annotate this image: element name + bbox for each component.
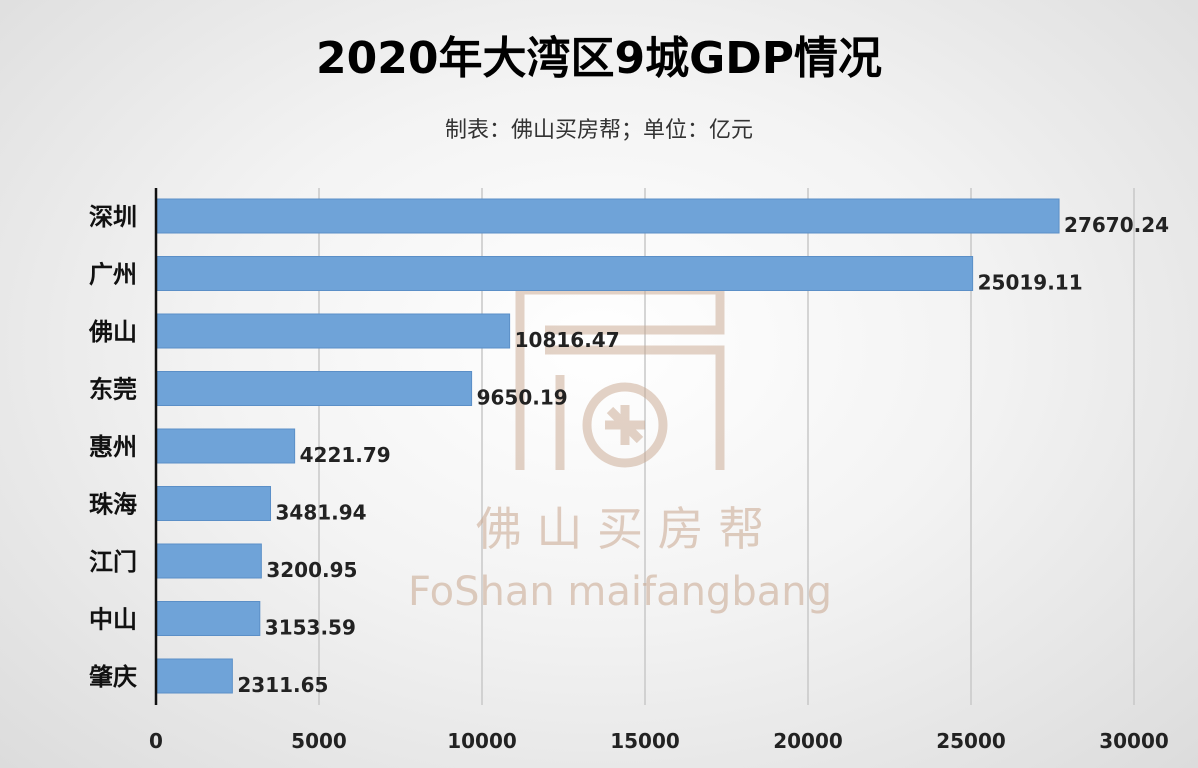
axes: 0 5000 10000 15000 20000 25000 30000 深圳广州佛山东莞惠州… (88, 188, 1169, 753)
x-tick-label: 25000 (936, 729, 1006, 753)
watermark-cn-text: 佛 山 买 房 帮 (476, 502, 765, 556)
category-label: 广州 (89, 261, 137, 289)
x-tick-label: 0 (149, 729, 163, 753)
chart-title: 2020年大湾区9城GDP情况 (316, 33, 882, 84)
x-tick-label: 30000 (1099, 729, 1169, 753)
category-label: 中山 (89, 606, 137, 634)
x-tick-label: 20000 (773, 729, 843, 753)
value-label: 3481.94 (276, 501, 367, 525)
bar (156, 371, 473, 406)
x-tick-label: 10000 (447, 729, 517, 753)
bars: 27670.24 25019.11 10816.47 9650.19 4221.79 34… (156, 198, 1169, 697)
x-tick-label: 15000 (610, 729, 680, 753)
value-label: 3153.59 (265, 616, 356, 640)
value-label: 27670.24 (1064, 213, 1169, 237)
value-label: 25019.11 (978, 271, 1083, 295)
category-label: 佛山 (88, 318, 137, 346)
value-label: 4221.79 (300, 443, 391, 467)
category-label: 深圳 (89, 203, 137, 231)
category-label: 肇庆 (89, 663, 137, 691)
bar (156, 313, 511, 349)
category-label: 江门 (89, 548, 137, 576)
watermark-logo-icon (515, 260, 725, 470)
bar (156, 428, 296, 464)
bar (156, 601, 261, 636)
bar (156, 543, 262, 579)
value-label: 3200.95 (266, 558, 357, 582)
chart-subtitle: 制表：佛山买房帮；单位：亿元 (444, 118, 753, 143)
watermark-en-text: FoShan maifangbang (408, 569, 832, 615)
bar (156, 198, 1060, 234)
value-label: 2311.65 (237, 673, 328, 697)
category-label: 惠州 (89, 433, 137, 461)
value-label: 9650.19 (477, 386, 568, 410)
value-label: 10816.47 (515, 328, 620, 352)
category-label: 东莞 (89, 376, 137, 404)
category-label: 珠海 (89, 491, 137, 519)
x-tick-label: 5000 (291, 729, 347, 753)
bar (156, 658, 233, 694)
bar (156, 486, 272, 521)
bar (156, 256, 974, 291)
